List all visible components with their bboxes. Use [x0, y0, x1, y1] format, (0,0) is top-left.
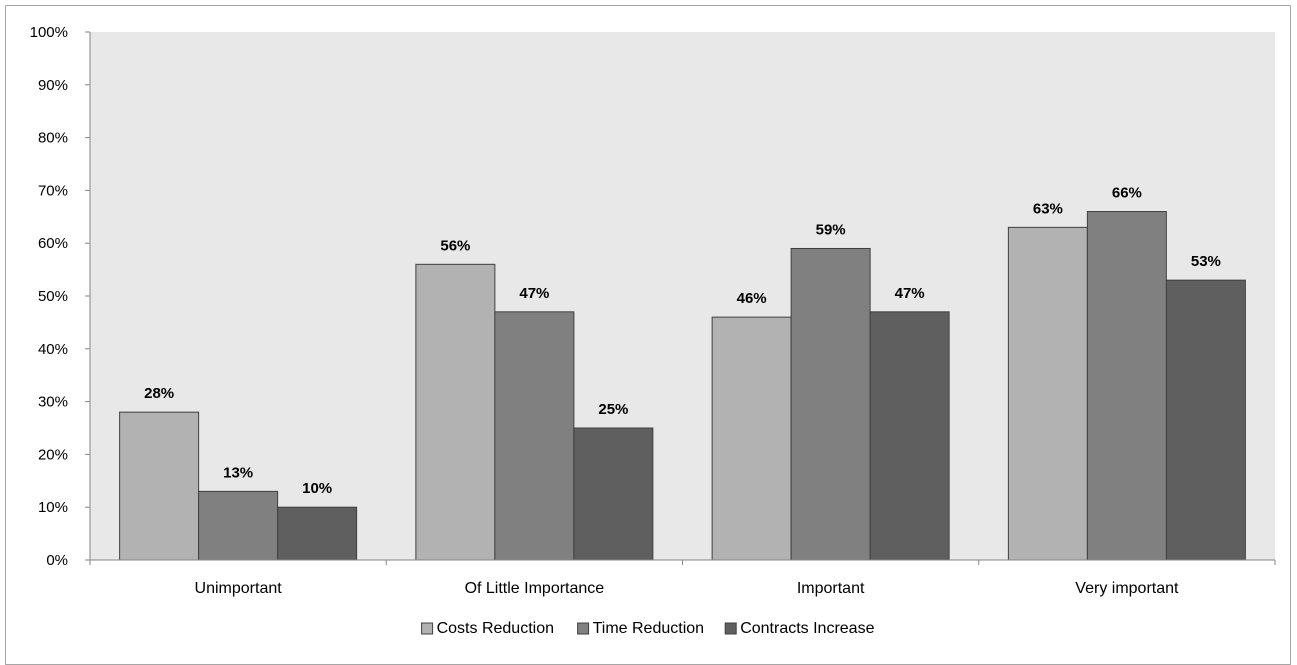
bar [790, 247, 871, 561]
bar [711, 316, 792, 561]
bar [119, 411, 200, 561]
category-label: Unimportant [195, 580, 283, 597]
y-tick-label: 90% [38, 77, 68, 94]
y-tick-label: 30% [38, 394, 68, 411]
y-tick-label: 60% [38, 235, 68, 252]
bar [1007, 226, 1088, 561]
y-tick-label: 10% [38, 499, 68, 516]
x-axis: Unimportant Of Little Importance Important… [89, 559, 1276, 597]
bar [573, 427, 654, 561]
bar [198, 490, 279, 561]
data-label: 56% [440, 237, 470, 254]
category-label: Important [797, 580, 865, 597]
y-tick-label: 100% [30, 24, 68, 41]
bars: 28% 13% 10% 56% 47% 25% 46% 59% 47% 63% 66% 53% [119, 185, 1246, 561]
bar [869, 311, 950, 561]
category-label: Very important [1075, 580, 1179, 597]
data-label: 53% [1191, 253, 1221, 270]
legend-label: Costs Reduction [437, 620, 554, 637]
bar [1086, 211, 1167, 561]
legend: Costs Reduction Time Reduction Contracts I… [421, 620, 875, 637]
bar [494, 311, 575, 561]
y-tick-label: 0% [46, 552, 68, 569]
bar [1165, 279, 1246, 561]
data-label: 25% [598, 401, 628, 418]
data-label: 66% [1112, 185, 1142, 202]
legend-swatch [724, 622, 737, 635]
category-label: Of Little Importance [465, 580, 605, 597]
y-tick-label: 70% [38, 182, 68, 199]
legend-label: Time Reduction [593, 620, 704, 637]
data-label: 46% [737, 290, 767, 307]
data-label: 10% [302, 480, 332, 497]
data-label: 47% [895, 285, 925, 302]
bar [415, 263, 496, 561]
data-label: 63% [1033, 200, 1063, 217]
y-tick-label: 40% [38, 341, 68, 358]
data-label: 47% [519, 285, 549, 302]
y-tick-label: 80% [38, 130, 68, 147]
y-tick-label: 50% [38, 288, 68, 305]
data-label: 59% [816, 221, 846, 238]
data-label: 28% [144, 385, 174, 402]
bar [277, 506, 358, 561]
legend-swatch [577, 622, 590, 635]
legend-swatch [421, 622, 434, 635]
legend-label: Contracts Increase [740, 620, 874, 637]
y-tick-label: 20% [38, 446, 68, 463]
data-label: 13% [223, 464, 253, 481]
y-axis: 0% 10% 20% 30% 40% 50% 60% 70% 80% 90% 100% [30, 24, 91, 569]
